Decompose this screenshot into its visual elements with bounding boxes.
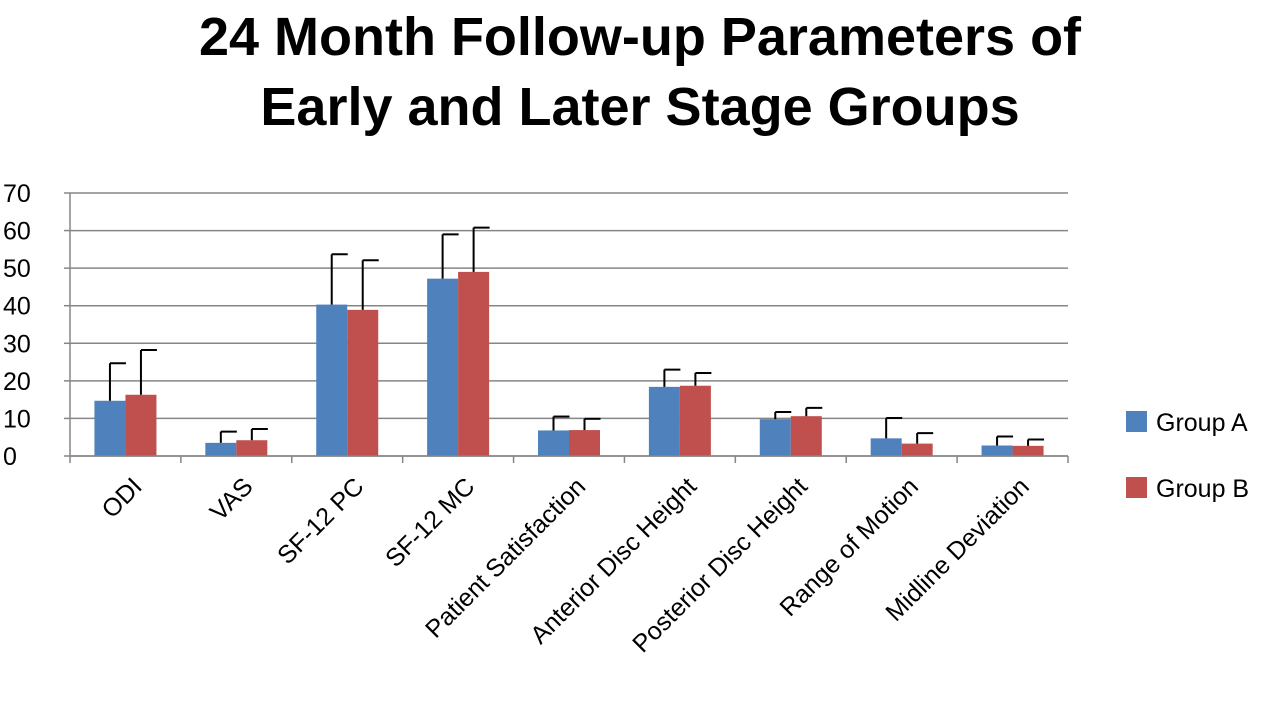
legend-label-group-b: Group B — [1156, 475, 1249, 503]
y-tick-label: 60 — [3, 218, 31, 246]
bar-group-a-4 — [538, 430, 569, 456]
y-tick-label: 20 — [3, 368, 31, 396]
error-bars — [108, 226, 1045, 446]
bar-group-b-0 — [125, 394, 157, 456]
chart-title: 24 Month Follow-up Parameters of Early a… — [0, 2, 1280, 142]
legend-swatch-group-a — [1126, 411, 1147, 432]
bar-group-b-8 — [1012, 445, 1044, 456]
bars — [94, 271, 1044, 456]
legend: Group A Group B — [1126, 409, 1249, 503]
bar-group-b-4 — [569, 430, 600, 456]
y-tick-label: 30 — [3, 330, 31, 358]
bar-group-a-3 — [427, 278, 459, 456]
bar-group-b-6 — [790, 416, 822, 456]
bar-group-a-1 — [205, 442, 237, 456]
y-tick-label: 10 — [3, 405, 31, 433]
bar-group-b-3 — [458, 271, 490, 456]
x-tick-label: ODI — [96, 472, 147, 523]
x-tick-label: SF-12 MC — [380, 472, 480, 572]
bar-group-a-2 — [316, 304, 348, 456]
x-tick-label: SF-12 PC — [272, 472, 369, 569]
y-tick-label: 40 — [3, 293, 31, 321]
y-tick-label: 70 — [3, 180, 31, 208]
gridlines — [70, 192, 1068, 457]
bar-group-a-8 — [981, 445, 1013, 456]
bar-group-a-0 — [94, 400, 126, 456]
bar-group-b-1 — [236, 440, 268, 456]
y-tick-label: 50 — [3, 255, 31, 283]
bar-group-b-2 — [347, 309, 379, 456]
bar-group-a-5 — [648, 386, 680, 456]
y-tick-label: 0 — [3, 443, 17, 471]
chart-title-line-1: 24 Month Follow-up Parameters of — [198, 7, 1082, 67]
legend-swatch-group-b — [1126, 477, 1147, 498]
bar-group-b-7 — [901, 443, 933, 456]
bar-group-a-7 — [870, 438, 902, 456]
chart-title-line-2: Early and Later Stage Groups — [260, 77, 1020, 137]
bar-group-a-6 — [759, 419, 791, 456]
x-tick-label: VAS — [205, 472, 259, 526]
legend-label-group-a: Group A — [1156, 409, 1248, 437]
bar-group-b-5 — [679, 385, 711, 456]
y-axis: 0 10 20 30 40 50 60 70 — [3, 180, 71, 471]
